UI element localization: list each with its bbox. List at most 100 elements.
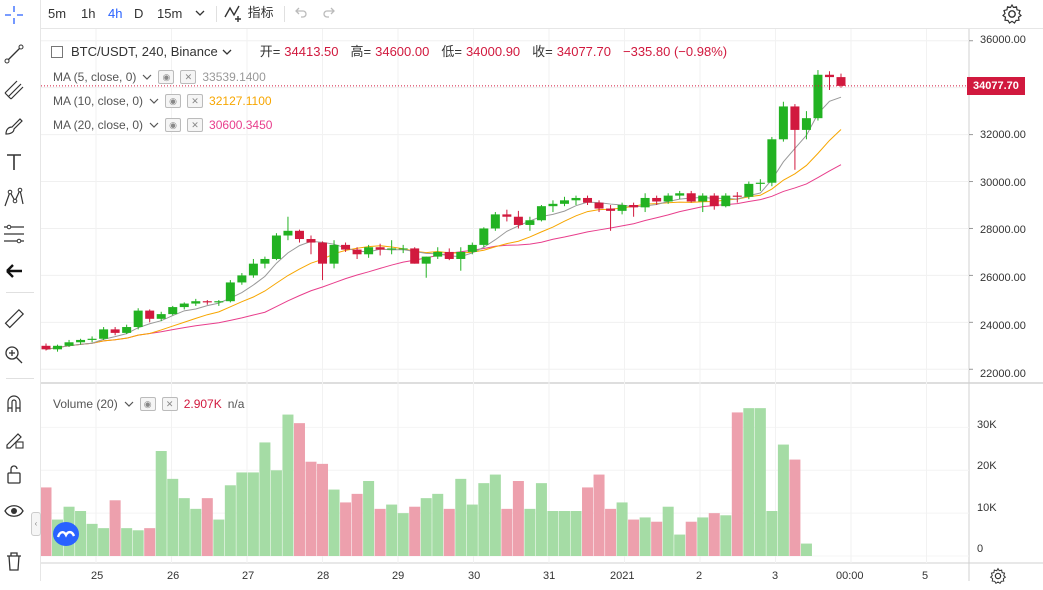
eye-icon[interactable]: ◉ (158, 70, 175, 84)
ruler-icon[interactable] (0, 305, 28, 333)
candle-body (237, 275, 247, 283)
time-tick: 2 (696, 570, 703, 582)
chart-pane[interactable]: BTC/USDT, 240, Binance 开= 34413.50 高= 3460… (31, 29, 1043, 585)
volume-value: 2.907K (183, 397, 222, 411)
candle-body (721, 195, 731, 207)
trend-line-icon[interactable] (0, 40, 28, 68)
low-label: 低= (441, 44, 462, 59)
volume-bar (420, 498, 432, 556)
candle-body (686, 193, 696, 202)
chevron-down-icon[interactable] (124, 399, 134, 409)
candle-body (525, 220, 535, 225)
interval-15m[interactable]: 15m (157, 6, 183, 21)
pitchfork-icon[interactable] (0, 76, 28, 104)
lock-icon[interactable] (0, 460, 28, 488)
volume-bar (75, 511, 87, 556)
candle-body (652, 197, 662, 202)
volume-bar (224, 485, 236, 556)
candle-body (41, 345, 51, 350)
candle-body (824, 74, 834, 78)
volume-bar (270, 470, 282, 556)
candle-body (202, 301, 212, 303)
candle-body (571, 197, 581, 201)
open-label: 开= (259, 44, 281, 59)
candle-body (294, 230, 304, 240)
open-value: 34413.50 (284, 44, 339, 59)
ma10-label[interactable]: MA (10, close, 0) (53, 94, 144, 108)
indicators-button[interactable]: 指标 (224, 3, 274, 23)
volume-bar (317, 463, 329, 556)
pattern-icon[interactable] (0, 184, 28, 212)
candle-body (53, 345, 63, 350)
redo-button[interactable] (322, 4, 336, 25)
candle-body (801, 118, 811, 130)
candle-body (790, 106, 800, 130)
eye-icon[interactable] (0, 497, 28, 525)
ma20-label[interactable]: MA (20, close, 0) (53, 118, 144, 132)
text-tool-icon[interactable] (0, 148, 28, 176)
zoom-in-icon[interactable] (0, 341, 28, 369)
eye-icon[interactable]: ◉ (165, 94, 182, 108)
candle-body (329, 244, 339, 264)
ma5-label[interactable]: MA (5, close, 0) (53, 70, 137, 84)
settings-gear-icon[interactable] (1001, 3, 1023, 25)
close-icon[interactable]: ✕ (161, 397, 178, 411)
current-price-tag: 34077.70 (967, 77, 1025, 95)
volume-bar (651, 521, 663, 556)
eye-icon[interactable]: ◉ (165, 118, 182, 132)
chevron-down-icon[interactable] (149, 120, 159, 130)
volume-bar (155, 451, 167, 556)
interval-1h[interactable]: 1h (81, 6, 96, 21)
close-label: 收= (532, 44, 553, 59)
price-tick: 28000.00 (980, 224, 1026, 236)
candle-body (744, 183, 754, 197)
volume-na: n/a (227, 397, 245, 411)
chevron-down-icon[interactable] (194, 4, 206, 27)
volume-bar (489, 474, 501, 556)
candle-body (248, 263, 258, 276)
undo-button[interactable] (294, 4, 308, 25)
chevron-down-icon[interactable] (149, 96, 159, 106)
back-arrow-icon[interactable] (0, 257, 28, 285)
volume-bar (731, 412, 743, 556)
volume-bar (201, 498, 213, 556)
volume-label[interactable]: Volume (20) (53, 397, 118, 411)
interval-4h[interactable]: 4h (108, 6, 123, 21)
axis-settings-gear-icon[interactable] (989, 567, 1007, 590)
close-icon[interactable]: ✕ (187, 118, 204, 132)
volume-bar (720, 515, 732, 556)
ma5-line (45, 96, 842, 350)
interval-D[interactable]: D (134, 6, 144, 21)
candle-body (594, 202, 604, 209)
candle-body (502, 214, 512, 217)
candle-body (663, 195, 673, 202)
chevron-down-icon[interactable] (142, 72, 152, 82)
volume-bar (743, 408, 755, 556)
volume-bar (697, 517, 709, 556)
crosshair-icon[interactable] (0, 1, 28, 29)
lock-pencil-icon[interactable] (0, 425, 28, 453)
time-tick: 2021 (610, 570, 635, 582)
close-icon[interactable]: ✕ (187, 94, 204, 108)
volume-bar (213, 519, 225, 556)
trash-icon[interactable] (0, 547, 28, 575)
symbol-title[interactable]: BTC/USDT, 240, Binance (71, 44, 218, 59)
time-tick: 26 (167, 570, 180, 582)
interval-5m[interactable]: 5m (48, 6, 67, 21)
magnet-icon[interactable] (0, 390, 28, 418)
fib-retracement-icon[interactable] (0, 220, 28, 248)
volume-tick: 20K (977, 460, 997, 472)
time-tick: 25 (91, 570, 104, 582)
close-icon[interactable]: ✕ (180, 70, 197, 84)
brush-icon[interactable] (0, 112, 28, 140)
ma10-value: 32127.1100 (209, 94, 272, 108)
price-tick: 30000.00 (980, 177, 1026, 189)
pane-collapse-handle[interactable]: ‹ (31, 512, 41, 536)
volume-bar (662, 506, 674, 556)
chart-canvas[interactable] (41, 29, 1043, 581)
eye-icon[interactable]: ◉ (139, 397, 156, 411)
candle-body (306, 239, 316, 243)
price-tick: 26000.00 (980, 272, 1026, 284)
volume-bar (478, 483, 490, 556)
chevron-down-icon[interactable] (222, 47, 232, 57)
